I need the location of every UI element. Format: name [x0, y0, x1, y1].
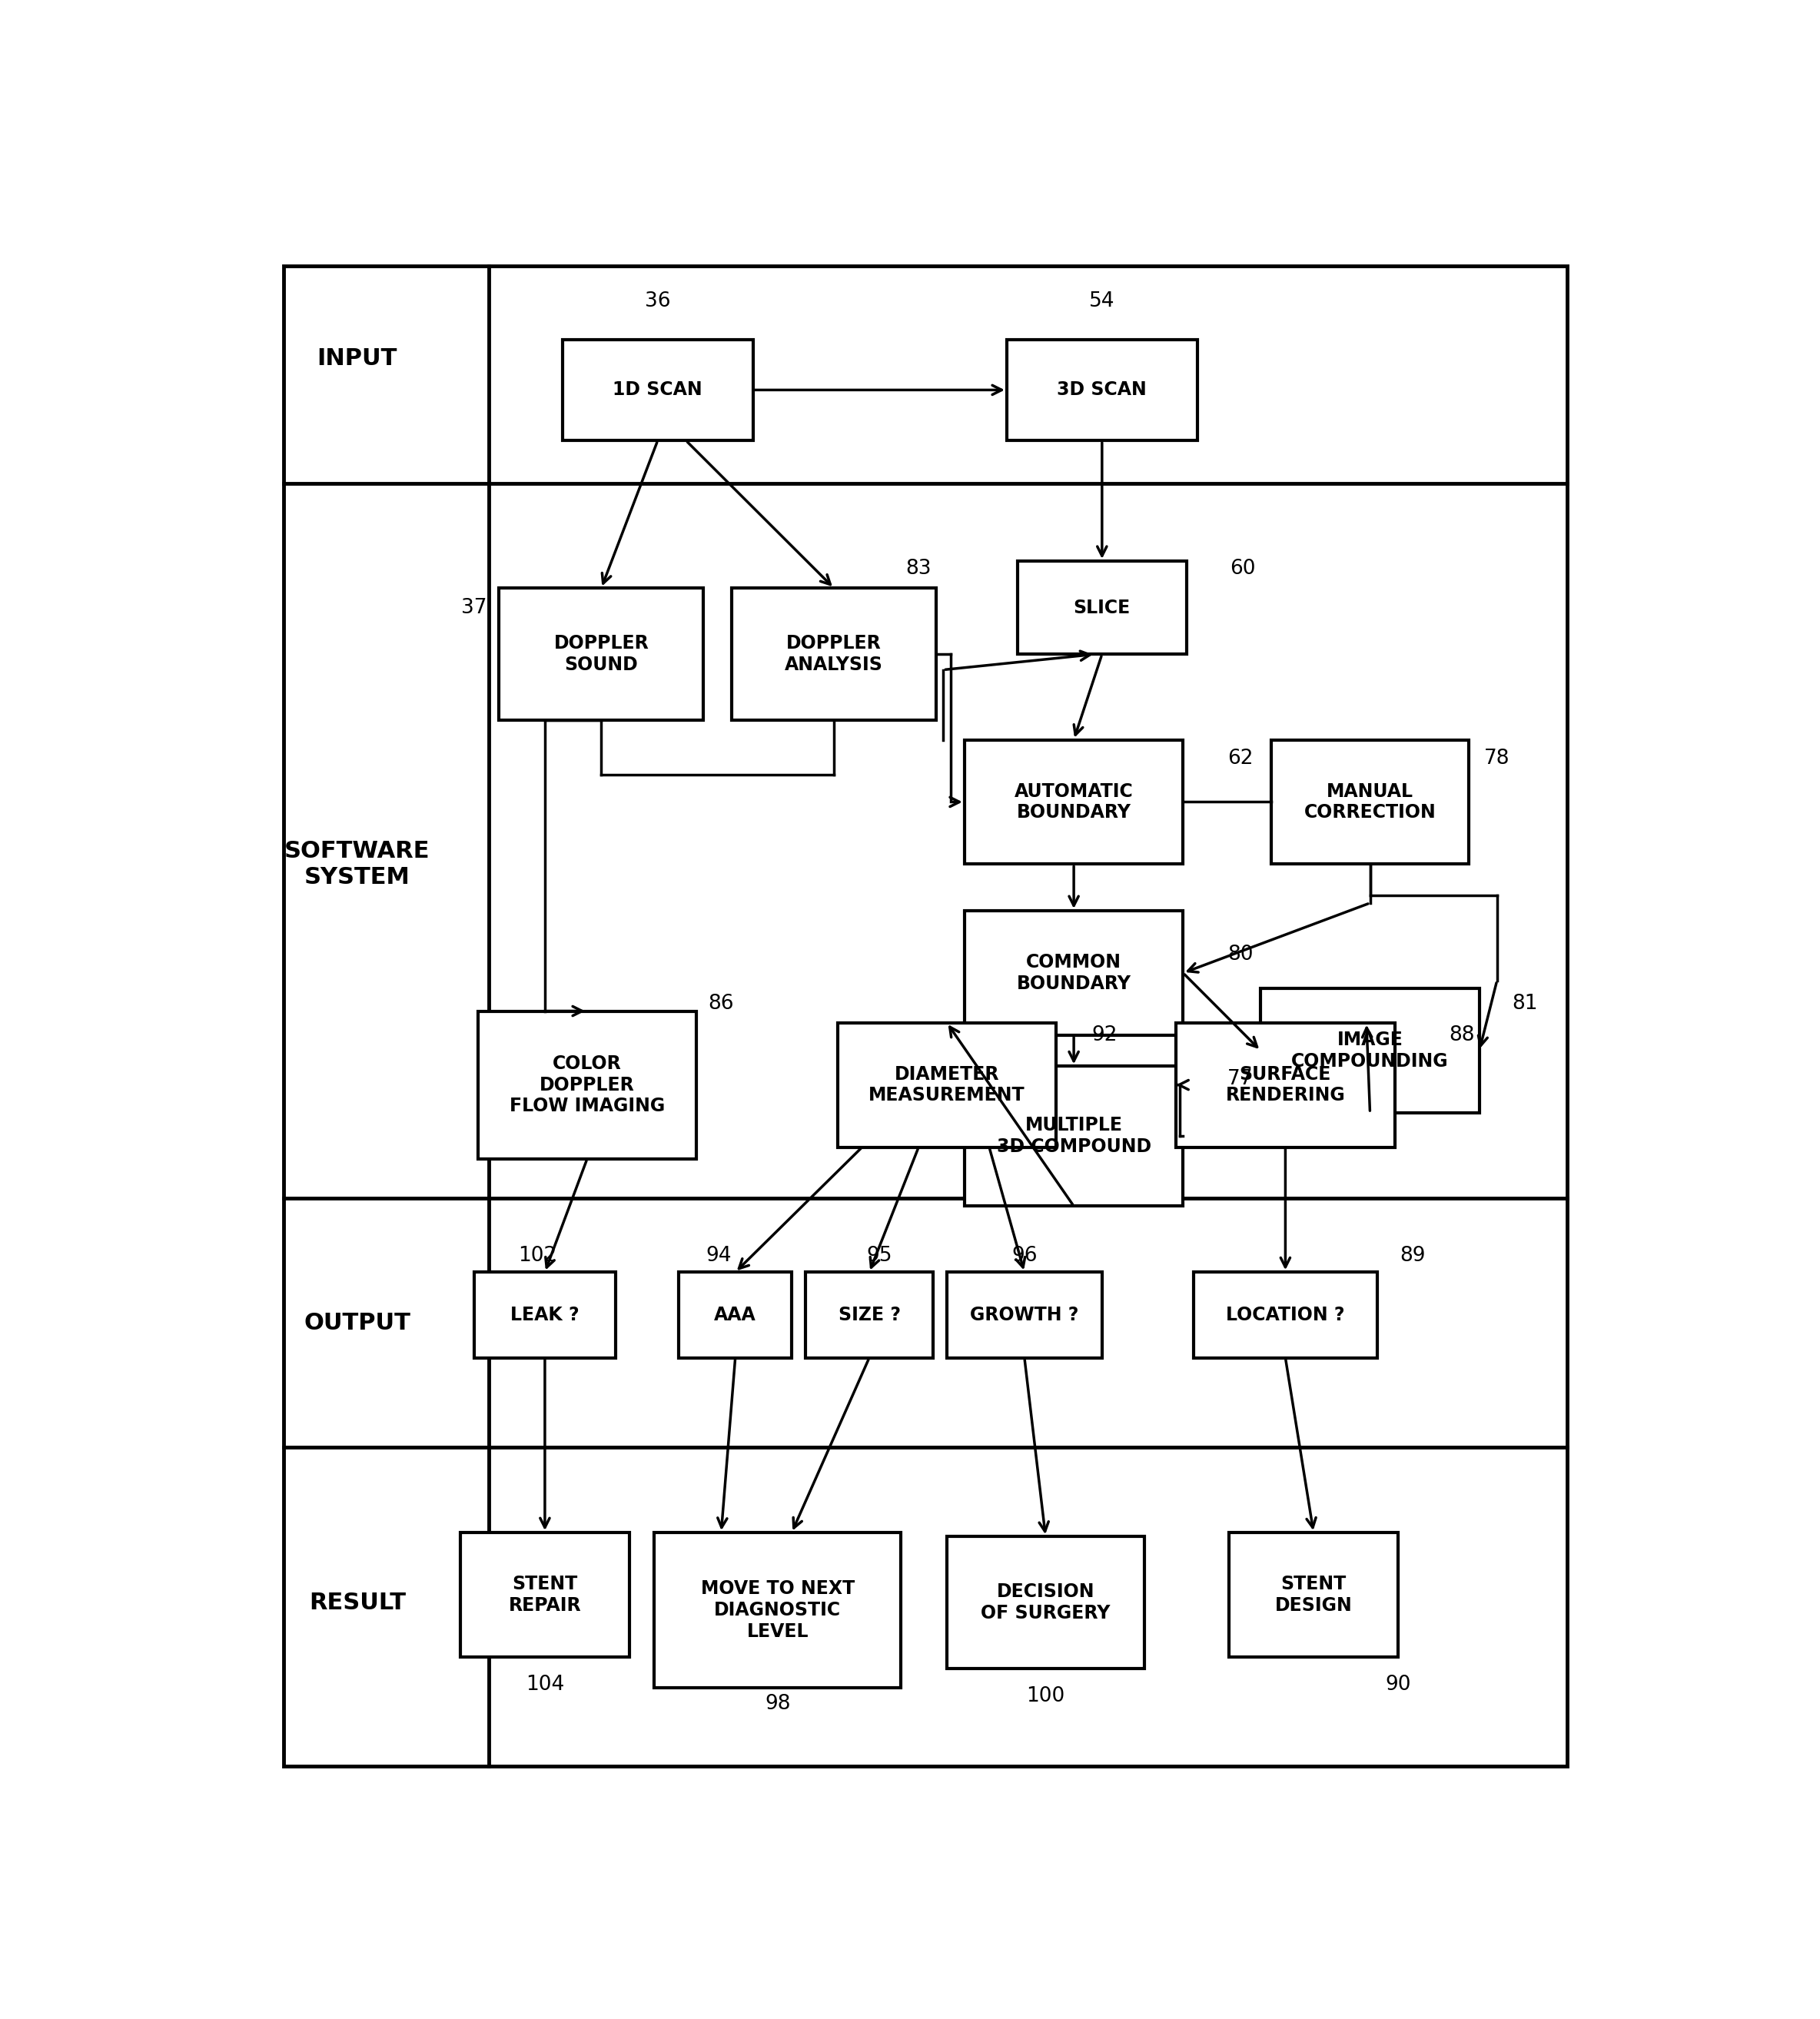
Text: RESULT: RESULT [309, 1591, 406, 1613]
Text: DOPPLER
ANALYSIS: DOPPLER ANALYSIS [784, 634, 883, 674]
Text: 98: 98 [764, 1694, 790, 1714]
Text: LEAK ?: LEAK ? [510, 1306, 579, 1324]
Bar [806, 1272, 934, 1357]
Text: GROWTH ?: GROWTH ? [970, 1306, 1079, 1324]
Text: DIAMETER
MEASUREMENT: DIAMETER MEASUREMENT [868, 1064, 1025, 1104]
Bar [653, 1532, 901, 1688]
Text: 102: 102 [519, 1246, 557, 1266]
Text: AUTOMATIC
BOUNDARY: AUTOMATIC BOUNDARY [1014, 781, 1134, 822]
Text: SIZE ?: SIZE ? [839, 1306, 901, 1324]
Text: 83: 83 [906, 559, 932, 579]
Text: 77: 77 [1227, 1068, 1254, 1088]
Text: DECISION
OF SURGERY: DECISION OF SURGERY [981, 1583, 1110, 1623]
Text: 92: 92 [1092, 1026, 1117, 1046]
Text: DOPPLER
SOUND: DOPPLER SOUND [553, 634, 650, 674]
Text: 88: 88 [1449, 1026, 1474, 1046]
Bar [562, 339, 753, 440]
Bar [679, 1272, 792, 1357]
Bar [1228, 1532, 1398, 1658]
Bar [965, 739, 1183, 864]
Bar [1176, 1024, 1394, 1147]
Text: SLICE: SLICE [1074, 598, 1130, 618]
Bar [946, 1536, 1145, 1668]
Text: MULTIPLE
3D COMPOUND: MULTIPLE 3D COMPOUND [997, 1117, 1150, 1157]
Text: 1D SCAN: 1D SCAN [613, 382, 703, 400]
Bar [1017, 561, 1187, 654]
Text: STENT
DESIGN: STENT DESIGN [1274, 1575, 1352, 1615]
Text: 100: 100 [1026, 1686, 1065, 1706]
Bar [460, 1532, 630, 1658]
Bar [1272, 739, 1469, 864]
Text: LOCATION ?: LOCATION ? [1227, 1306, 1345, 1324]
Text: 95: 95 [866, 1246, 892, 1266]
Text: 104: 104 [526, 1676, 564, 1696]
Text: 89: 89 [1400, 1246, 1425, 1266]
Bar [1194, 1272, 1378, 1357]
Text: SURFACE
RENDERING: SURFACE RENDERING [1225, 1064, 1345, 1104]
Bar [732, 588, 935, 721]
Bar [1006, 339, 1198, 440]
Bar [965, 911, 1183, 1036]
Text: COLOR
DOPPLER
FLOW IMAGING: COLOR DOPPLER FLOW IMAGING [510, 1054, 664, 1114]
Text: 78: 78 [1483, 749, 1511, 769]
Bar [837, 1024, 1056, 1147]
Text: STENT
REPAIR: STENT REPAIR [508, 1575, 581, 1615]
Text: IMAGE
COMPOUNDING: IMAGE COMPOUNDING [1292, 1032, 1449, 1070]
Bar [946, 1272, 1103, 1357]
Text: 81: 81 [1512, 993, 1538, 1014]
Bar [475, 1272, 615, 1357]
Text: 37: 37 [462, 598, 488, 618]
Text: 86: 86 [708, 993, 733, 1014]
Text: 60: 60 [1230, 559, 1256, 579]
Text: INPUT: INPUT [317, 347, 397, 369]
Text: 3D SCAN: 3D SCAN [1057, 382, 1147, 400]
Text: SOFTWARE
SYSTEM: SOFTWARE SYSTEM [284, 840, 430, 888]
Bar [1261, 989, 1480, 1112]
Text: 54: 54 [1088, 291, 1116, 311]
Text: MOVE TO NEXT
DIAGNOSTIC
LEVEL: MOVE TO NEXT DIAGNOSTIC LEVEL [701, 1579, 855, 1641]
Text: AAA: AAA [713, 1306, 757, 1324]
Text: OUTPUT: OUTPUT [304, 1312, 411, 1335]
Text: MANUAL
CORRECTION: MANUAL CORRECTION [1303, 781, 1436, 822]
Bar [965, 1066, 1183, 1205]
Bar [479, 1012, 697, 1159]
Bar [499, 588, 704, 721]
Text: 36: 36 [644, 291, 670, 311]
Text: 96: 96 [1012, 1246, 1037, 1266]
Text: COMMON
BOUNDARY: COMMON BOUNDARY [1017, 953, 1130, 993]
Text: 90: 90 [1385, 1676, 1410, 1696]
Text: 94: 94 [706, 1246, 732, 1266]
Text: 80: 80 [1227, 945, 1254, 965]
Text: 62: 62 [1227, 749, 1254, 769]
